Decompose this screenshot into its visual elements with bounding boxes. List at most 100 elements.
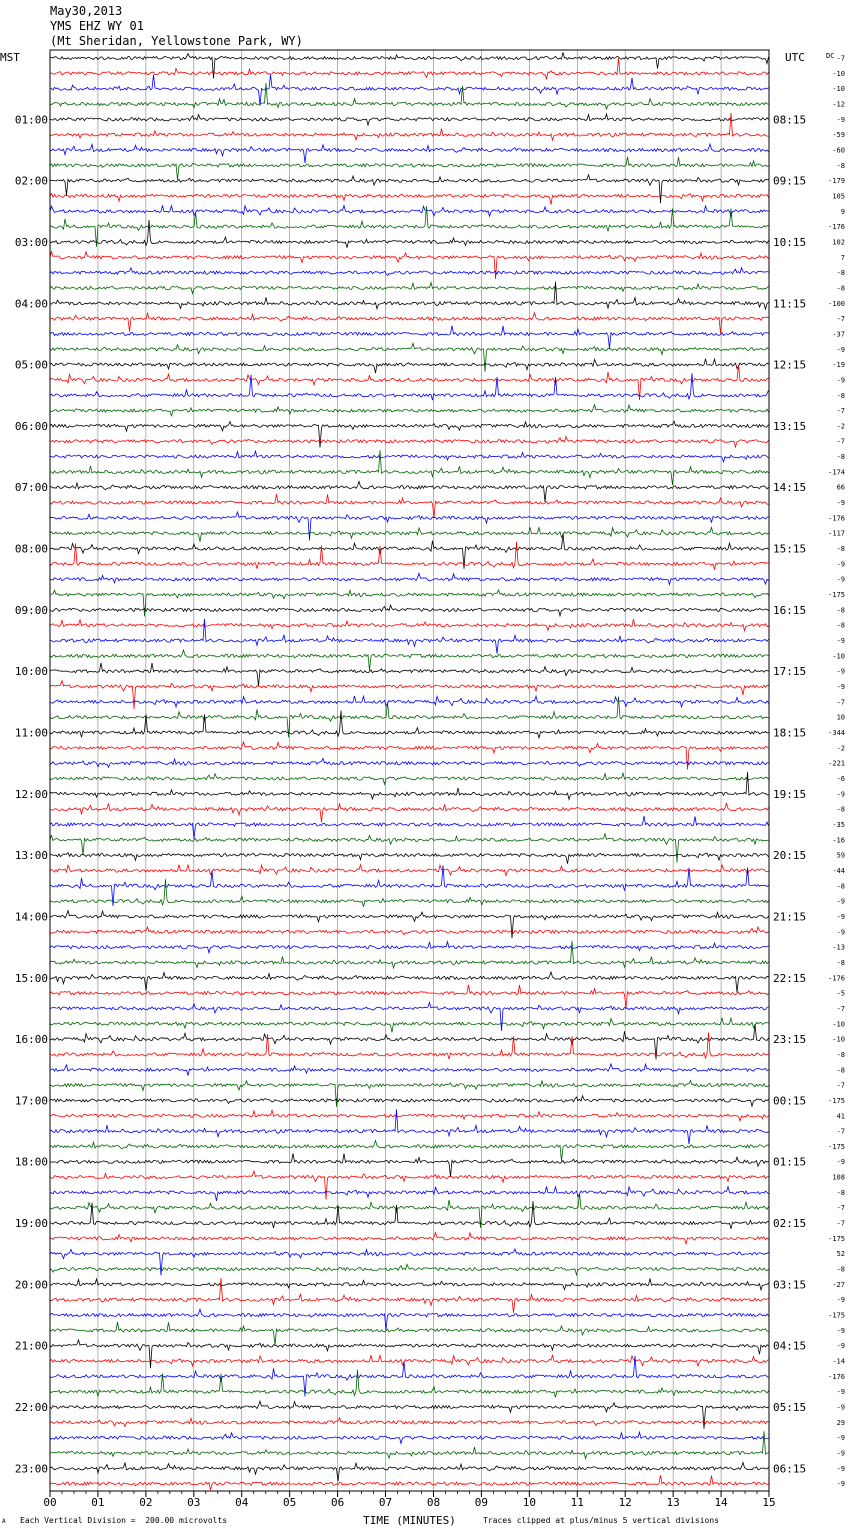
dc-offset-label: -9: [837, 576, 845, 584]
seismic-trace: [49, 771, 769, 786]
seismic-trace: [49, 1247, 769, 1276]
seismic-trace: [49, 1355, 769, 1397]
right-hour-label: 18:15: [773, 727, 806, 740]
right-hour-label: 00:15: [773, 1094, 806, 1107]
dc-offset-label: -7: [837, 55, 845, 63]
right-hour-label: 05:15: [773, 1401, 806, 1414]
right-hour-label: 08:15: [773, 113, 806, 126]
seismic-trace: [49, 740, 769, 770]
right-hour-label: 12:15: [773, 359, 806, 372]
chart-location: (Mt Sheridan, Yellowstone Park, WY): [50, 34, 303, 48]
dc-offset-label: 105: [832, 192, 845, 200]
seismic-trace: [49, 249, 769, 280]
dc-offset-label: -9: [837, 560, 845, 568]
x-tick-label: 04: [235, 1496, 249, 1509]
seismic-trace: [49, 571, 769, 586]
seismic-trace: [49, 940, 769, 970]
dc-offset-label: -8: [837, 1051, 845, 1059]
dc-offset-label: -9: [837, 668, 845, 676]
seismic-trace: [49, 280, 769, 296]
chart-header: May30,2013 YMS EHZ WY 01 (Mt Sheridan, Yel…: [50, 4, 303, 49]
dc-offset-label: -100: [828, 300, 845, 308]
dc-offset-label: -8: [837, 959, 845, 967]
seismic-trace: [49, 1185, 769, 1201]
seismic-trace: [49, 1307, 769, 1330]
seismic-trace: [49, 1062, 769, 1076]
seismic-trace: [49, 801, 769, 823]
left-hour-label: 11:00: [15, 727, 48, 740]
seismic-trace: [49, 1169, 769, 1200]
seismic-trace: [49, 1475, 769, 1491]
seismic-trace: [49, 865, 769, 907]
seismic-trace: [49, 1079, 769, 1107]
seismic-trace: [49, 1094, 769, 1108]
seismic-trace: [49, 1369, 769, 1398]
seismic-trace: [49, 1231, 769, 1246]
dc-offset-label: -9: [837, 1480, 845, 1488]
dc-offset-label: 7: [841, 254, 845, 262]
right-hour-label: 14:15: [773, 481, 806, 494]
seismic-trace: [49, 156, 769, 181]
dc-label: DC: [826, 52, 834, 60]
seismic-trace: [49, 618, 769, 633]
x-tick-label: 06: [331, 1496, 344, 1509]
seismic-trace: [49, 192, 769, 205]
dc-offset-label: -9: [837, 1327, 845, 1335]
seismic-trace: [49, 772, 769, 801]
dc-offset-label: -176: [828, 223, 845, 231]
dc-offset-label: -6: [837, 775, 845, 783]
left-hour-label: 16:00: [15, 1033, 48, 1046]
corner-mark: A: [2, 1518, 6, 1525]
left-hour-label: 10:00: [15, 665, 48, 678]
right-hour-label: 20:15: [773, 849, 806, 862]
seismic-trace: [49, 373, 769, 401]
dc-offset-label: -8: [837, 806, 845, 814]
seismic-trace: [49, 710, 769, 739]
seismic-trace: [49, 909, 769, 939]
seismic-trace: [49, 341, 769, 372]
left-hour-label: 15:00: [15, 972, 48, 985]
dc-offset-label: -7: [837, 407, 845, 415]
seismic-trace: [49, 603, 769, 618]
seismic-trace: [49, 480, 769, 502]
seismic-trace: [49, 1109, 769, 1145]
dc-offset-label: -174: [828, 468, 845, 476]
scale-note: Each Vertical Division = 200.00 microvol…: [20, 1516, 228, 1525]
seismic-trace: [49, 219, 769, 248]
seismic-trace: [49, 1277, 769, 1292]
dc-offset-label: -8: [837, 453, 845, 461]
seismic-trace: [49, 541, 769, 570]
right-hour-label: 01:15: [773, 1156, 806, 1169]
dc-offset-label: -8: [837, 162, 845, 170]
dc-offset-label: -9: [837, 683, 845, 691]
seismic-trace: [49, 173, 769, 204]
seismic-trace: [49, 435, 769, 449]
left-hour-label: 17:00: [15, 1094, 48, 1107]
left-timezone-label: MST: [0, 51, 20, 64]
left-hour-label: 18:00: [15, 1156, 48, 1169]
left-hour-label: 23:00: [15, 1462, 48, 1475]
seismic-trace: [50, 618, 769, 654]
seismic-trace: [49, 1108, 769, 1123]
dc-offset-label: -2: [837, 744, 845, 752]
left-hour-label: 07:00: [15, 481, 48, 494]
dc-offset-label: -176: [828, 514, 845, 522]
seismic-trace: [49, 52, 769, 79]
plot-grid: [49, 50, 770, 1491]
seismic-trace: [49, 533, 769, 569]
dc-offset-label: -14: [832, 1358, 845, 1366]
x-tick-label: 05: [283, 1496, 296, 1509]
dc-offset-label: -8: [837, 1266, 845, 1274]
seismic-trace: [49, 940, 769, 955]
seismic-trace: [49, 588, 769, 617]
dc-offset-label: -9: [837, 928, 845, 936]
dc-offset-label: -9: [837, 637, 845, 645]
dc-offset-label: -7: [837, 438, 845, 446]
plot-frame: [49, 49, 770, 1492]
seismic-trace: [49, 1461, 769, 1482]
seismic-trace: [49, 1431, 769, 1461]
x-tick-label: 14: [714, 1496, 728, 1509]
dc-offset-label: -176: [828, 1373, 845, 1381]
seismic-trace: [49, 142, 769, 164]
